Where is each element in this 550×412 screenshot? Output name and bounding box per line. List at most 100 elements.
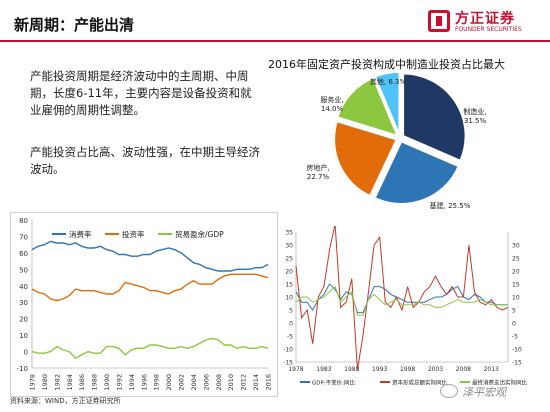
y-tick-label: 70	[19, 233, 28, 241]
pie-slice-3	[336, 77, 399, 137]
y-tick-label: 50	[19, 266, 28, 274]
y2-tick-label: 15	[512, 282, 520, 289]
x-tick-label: 1983	[316, 366, 331, 373]
y-tick-label: -15	[283, 360, 293, 367]
x-tick-label: 1978	[29, 374, 37, 391]
series-line-0	[31, 240, 269, 272]
investment-composition-pie-chart: 制造业,31.5% 基建, 25.5% 房地产,22.7% 服务业,14.0% 其他, …	[306, 71, 487, 210]
x-tick-label: 1984	[66, 374, 74, 391]
logo-english-name: FOUNDER SECURITIES	[455, 26, 522, 33]
pie-label-3: 服务业,	[320, 95, 343, 104]
logo-mark-icon	[428, 10, 450, 32]
y2-tick-label: 25	[512, 256, 520, 263]
y2-tick-label: -15	[512, 360, 522, 367]
x-tick-label: 1988	[91, 374, 99, 391]
y-tick-label: 20	[19, 316, 28, 324]
x-tick-label: 1996	[140, 374, 148, 391]
y-tick-label: 15	[285, 282, 293, 289]
y-tick-label: 0	[289, 321, 293, 328]
pie-label-4: 其他, 6.3%	[370, 77, 407, 86]
x-tick-label: 2014	[252, 374, 260, 391]
x-tick-label: 1998	[153, 374, 161, 391]
growth-rates-line-chart: -15 -10 -5 0 5 10 15 20 25 30 35 -15 -10 -5 0 5 10 15 20 25…	[278, 226, 528, 388]
x-tick-label: 1994	[128, 374, 136, 391]
legend-label-1: 投资率	[122, 229, 145, 239]
series-line-2	[295, 285, 508, 316]
pie-label-0: 31.5%	[464, 117, 487, 125]
y-tick-label: 10	[19, 332, 28, 340]
x-tick-label: 2012	[240, 374, 248, 391]
demand-structure-line-chart: -10 0 10 20 30 40 50 60 70 80 1978 1980 1982 1984 1986…	[10, 212, 278, 397]
pie-label-3: 14.0%	[321, 105, 344, 113]
series-line-2	[31, 337, 269, 359]
x-tick-label: 1992	[115, 374, 123, 391]
y2-tick-label: 5	[512, 308, 516, 315]
source-footnote: 资料来源：WIND，方正证券研究所	[10, 397, 121, 405]
x-tick-label: 1978	[288, 366, 303, 373]
y2-tick-label: 30	[512, 243, 520, 250]
x-tick-label: 2006	[202, 374, 210, 391]
y-tick-label: 60	[19, 250, 28, 258]
pie-chart-title: 2016年固定资产投资构成中制造业投资占比最大	[268, 58, 505, 71]
pie-label-0: 制造业,	[463, 107, 486, 116]
y-tick-label: -5	[287, 334, 293, 341]
wechat-icon	[440, 384, 458, 398]
legend-label-1: 资本形成总额实际同比	[392, 379, 448, 387]
x-tick-label: 1986	[78, 374, 86, 391]
y2-tick-label: 0	[512, 321, 516, 328]
y-tick-label: -10	[17, 365, 28, 373]
y2-tick-label: 20	[512, 269, 520, 276]
y-tick-label: 35	[285, 230, 293, 237]
y-tick-label: 0	[24, 349, 28, 357]
x-tick-label: 2013	[484, 366, 499, 373]
y-tick-label: 80	[19, 217, 28, 225]
y-tick-label: 30	[285, 243, 293, 250]
logo-name: 方正证券	[455, 11, 515, 27]
pie-label-2: 22.7%	[307, 173, 330, 181]
pie-label-1: 基建, 25.5%	[430, 201, 471, 210]
y-tick-label: 5	[289, 308, 293, 315]
x-tick-label: 2010	[227, 374, 235, 391]
y2-tick-label: -5	[512, 334, 518, 341]
x-tick-label: 1982	[53, 374, 61, 391]
series-line-0	[295, 283, 508, 314]
pie-label-2: 房地产,	[306, 163, 329, 172]
y-tick-label: 30	[19, 299, 28, 307]
x-tick-label: 2000	[165, 374, 173, 391]
x-tick-label: 1998	[400, 366, 415, 373]
y2-tick-label: 10	[512, 295, 520, 302]
y-tick-label: 25	[285, 256, 293, 263]
x-tick-label: 1993	[372, 366, 387, 373]
pie-slice-2	[333, 120, 398, 197]
legend-label-2: 最终消费支出实际同比	[472, 379, 528, 387]
page-title: 新周期：产能出清	[14, 16, 135, 34]
body-paragraph-volatility: 产能投资占比高、波动性强，在中期主导经济波动。	[30, 145, 260, 176]
pie-slice-0	[402, 73, 467, 162]
legend-label-2: 贸易盈余/GDP	[175, 229, 224, 239]
founder-securities-logo: 方正证券 FOUNDER SECURITIES	[428, 8, 540, 36]
legend-label-0: 消费率	[69, 229, 92, 239]
y-tick-label: -10	[283, 347, 293, 354]
series-line-1	[295, 226, 509, 370]
pie-slice-4	[374, 71, 400, 135]
x-tick-label: 1980	[41, 374, 49, 391]
series-line-1	[31, 273, 269, 302]
x-tick-label: 2004	[190, 374, 198, 391]
x-tick-label: 2008	[456, 366, 471, 373]
y2-tick-label: -10	[512, 347, 522, 354]
pie-slice-1	[374, 140, 460, 205]
y-tick-label: 40	[19, 283, 28, 291]
y-tick-label: 10	[285, 295, 293, 302]
x-tick-label: 1988	[344, 366, 359, 373]
y-tick-label: 20	[285, 269, 293, 276]
x-tick-label: 2003	[428, 366, 443, 373]
x-tick-label: 1990	[103, 374, 111, 391]
watermark-text: 泽平宏观	[462, 386, 506, 399]
x-tick-label: 2016	[265, 374, 273, 391]
legend-label-0: GDP:不变价:同比	[312, 379, 356, 387]
chart-frame	[10, 212, 278, 397]
x-tick-label: 2002	[178, 374, 186, 391]
x-tick-label: 2008	[215, 374, 223, 391]
body-paragraph-cycle: 产能投资周期是经济波动中的主周期、中周期，长度6-11年，主要内容是设备投资和就…	[30, 69, 252, 117]
title-divider	[0, 40, 550, 42]
